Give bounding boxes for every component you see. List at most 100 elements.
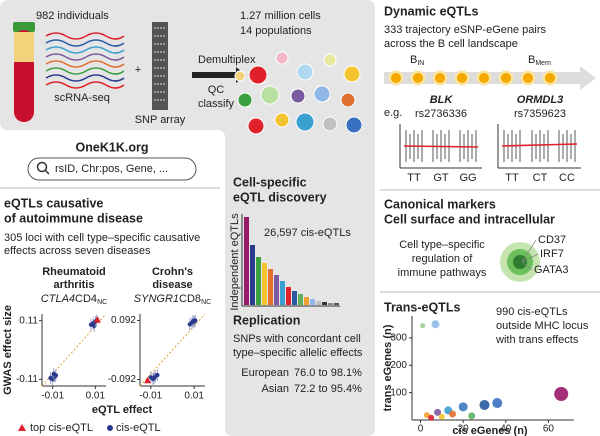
- marker-leader: [521, 253, 539, 263]
- marker-gene: IRF7: [540, 248, 564, 260]
- cis-eqtl-point: [92, 323, 97, 329]
- trans-point: [428, 414, 435, 421]
- x-tick-label: 60: [543, 424, 555, 435]
- b-cell: [457, 73, 467, 83]
- section-title: Dynamic eQTLs: [384, 4, 479, 18]
- x-axis-label: eQTL effect: [92, 404, 153, 416]
- workflow-step: classify: [198, 98, 235, 110]
- marker-gene: CD37: [538, 234, 566, 246]
- marker-leader: [521, 261, 533, 271]
- section-title: eQTL discovery: [233, 190, 327, 204]
- x-axis-label: cis eGenes (n): [452, 425, 528, 436]
- legend-triangle: [18, 424, 26, 431]
- text-part: CTLA4: [41, 293, 75, 305]
- y-tick-label: -0.092: [108, 374, 137, 385]
- section-note: with trans effects: [495, 334, 579, 346]
- dna-strand: [45, 53, 125, 61]
- bar: [322, 302, 327, 305]
- workflow-step: Demultiplex: [198, 54, 256, 66]
- sample-count: 982 individuals: [36, 10, 109, 22]
- cohort-range: 76.0 to 98.1%: [294, 367, 362, 379]
- y-axis-label: GWAS effect size: [2, 305, 14, 395]
- y-axis-label: trans eGenes (n): [382, 324, 394, 411]
- search-placeholder: rsID, Chr:pos, Gene, ...: [55, 163, 168, 175]
- cell: [340, 92, 356, 108]
- plot-subtitle: CTLA4CD4NC: [41, 293, 107, 306]
- trans-point: [468, 412, 476, 420]
- portal-title: OneK1K.org: [76, 140, 149, 154]
- plus-sign: +: [135, 64, 141, 76]
- section-description: Cell type–specific: [399, 239, 485, 251]
- cis-eqtl-point: [193, 318, 198, 323]
- section-description: effects across seven diseases: [4, 245, 151, 257]
- bar: [268, 269, 273, 305]
- x-tick-label: 40: [500, 424, 512, 435]
- search-icon: [36, 161, 48, 173]
- bar: [328, 303, 333, 305]
- b-cell: [501, 73, 511, 83]
- dna-strand: [45, 32, 125, 40]
- cell: [296, 63, 314, 81]
- dna-strand: [45, 39, 125, 47]
- plot-title: disease: [152, 279, 192, 291]
- dna-strand: [45, 67, 125, 75]
- trans-point: [438, 413, 445, 420]
- cis-eqtl-point: [155, 372, 160, 378]
- section-description: SNPs with concordant cell: [233, 333, 361, 345]
- text-part: B: [410, 54, 417, 66]
- snp-array: [152, 22, 168, 110]
- section-note: outside MHC locus: [496, 320, 589, 332]
- cell: [234, 70, 246, 82]
- bar: [286, 287, 291, 305]
- genotype-label: GT: [433, 172, 449, 184]
- y-tick-label: 300: [390, 333, 407, 344]
- pathway-core: [513, 255, 527, 269]
- snp-id: rs7359623: [514, 108, 566, 120]
- x-tick-label: -0.01: [41, 391, 64, 402]
- search-box[interactable]: [27, 157, 197, 181]
- text-part: IN: [417, 60, 424, 67]
- cohort-range: 72.2 to 95.4%: [294, 383, 362, 395]
- trans-point: [434, 408, 442, 416]
- bar: [298, 294, 303, 305]
- cell: [260, 85, 280, 105]
- bar: [304, 297, 309, 305]
- trans-point: [449, 410, 456, 418]
- method-label: scRNA-seq: [54, 92, 110, 104]
- genotype-label: TT: [407, 172, 421, 184]
- cis-eqtl-point: [151, 376, 157, 381]
- genotype-label: CC: [559, 172, 575, 184]
- plot-subtitle: SYNGR1CD8NC: [134, 293, 211, 306]
- panel-background: [0, 0, 375, 436]
- text-part: CD4: [75, 293, 97, 305]
- cell: [248, 65, 268, 85]
- snp-id: rs2736336: [415, 108, 467, 120]
- x-tick-label: 0: [418, 424, 424, 435]
- section-title: Replication: [233, 313, 300, 327]
- cell: [323, 53, 337, 67]
- b-cell: [413, 73, 423, 83]
- dna-strand: [45, 46, 125, 54]
- text-part: NC: [201, 299, 211, 306]
- bar: [250, 245, 255, 305]
- b-cell: [391, 73, 401, 83]
- cell: [343, 65, 361, 83]
- y-tick-label: 200: [390, 360, 407, 371]
- bar: [256, 257, 261, 305]
- x-tick-label: -0.01: [139, 391, 162, 402]
- cell: [313, 85, 331, 103]
- cell: [322, 116, 338, 132]
- eqtl-total: 26,597 cis-eQTLs: [264, 227, 351, 239]
- marker-leader: [521, 239, 537, 263]
- genotype-label: CT: [533, 172, 548, 184]
- trans-point: [458, 402, 468, 412]
- section-title: of autoimmune disease: [4, 211, 143, 225]
- section-description: 333 trajectory eSNP-eGene pairs: [384, 24, 547, 36]
- bar: [292, 291, 297, 305]
- y-tick-label: 0.11: [19, 315, 38, 326]
- trans-point: [420, 323, 426, 329]
- bar: [262, 263, 267, 305]
- cell: [290, 88, 306, 104]
- bar: [280, 281, 285, 305]
